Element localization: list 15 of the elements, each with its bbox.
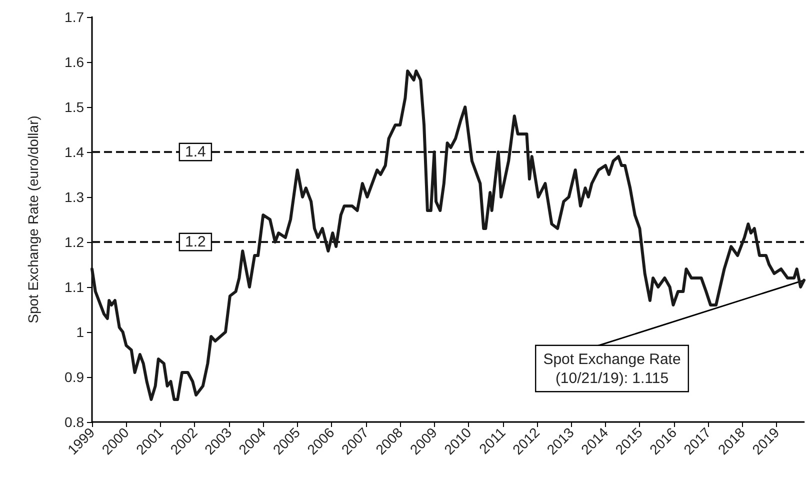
y-tick-label: 1 — [76, 324, 84, 340]
y-tick-label: 1.3 — [64, 189, 84, 205]
y-tick-label: 0.9 — [64, 369, 84, 385]
y-tick-label: 1.7 — [64, 9, 84, 25]
y-tick-label: 1.1 — [64, 279, 84, 295]
annotation: Spot Exchange Rate (10/21/19): 1.115 — [543, 351, 681, 387]
y-tick-label: 1.6 — [64, 54, 84, 70]
y-tick-label: 0.8 — [64, 414, 84, 430]
line-series — [90, 70, 806, 401]
y-tick-label: 1.5 — [64, 99, 84, 115]
y-axis-title: Spot Exchange Rate (euro/dollar) — [25, 116, 41, 324]
ref-line-label: 1.2 — [185, 234, 206, 250]
y-tick-label: 1.4 — [64, 144, 84, 160]
ref-line-label: 1.4 — [185, 144, 206, 160]
y-tick-label: 1.2 — [64, 234, 84, 250]
